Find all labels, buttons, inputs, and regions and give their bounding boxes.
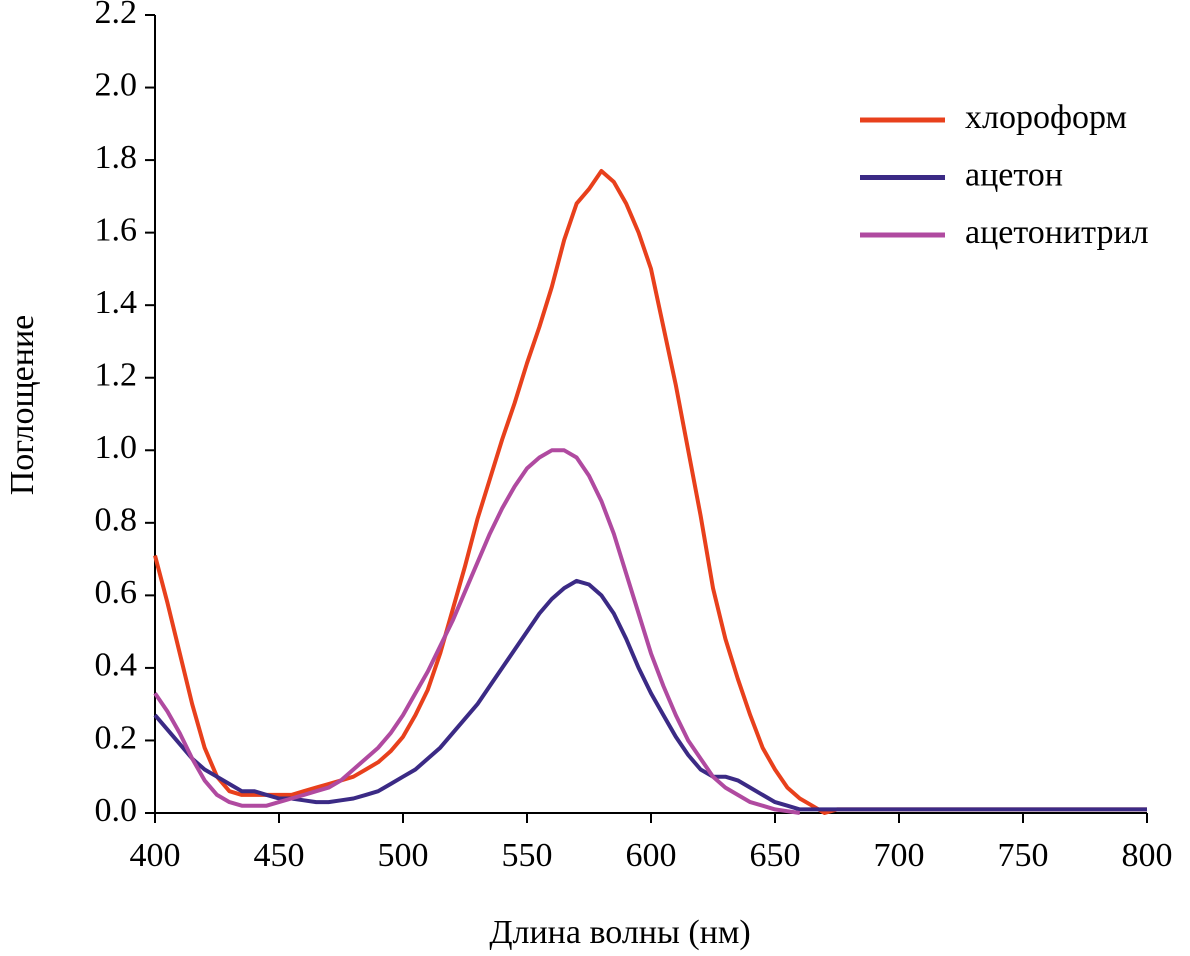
y-axis-title: Поглощение	[4, 315, 41, 496]
y-tick-label: 0.2	[95, 719, 138, 756]
x-axis-title: Длина волны (нм)	[489, 914, 750, 951]
x-tick-label: 700	[874, 837, 925, 874]
series-line	[153, 169, 1147, 815]
x-tick-label: 400	[130, 837, 181, 874]
series-line	[153, 578, 1147, 812]
y-tick-label: 2.2	[95, 0, 138, 31]
y-tick-label: 0.4	[95, 647, 138, 684]
series-line	[153, 448, 801, 815]
x-tick-label: 750	[998, 837, 1049, 874]
legend-label: ацетонитрил	[965, 214, 1149, 251]
y-tick-label: 0.6	[95, 574, 138, 611]
legend-label: хлороформ	[965, 99, 1127, 136]
y-tick-label: 2.0	[95, 66, 138, 103]
x-tick-label: 650	[750, 837, 801, 874]
y-tick-label: 1.8	[95, 139, 138, 176]
y-tick-label: 0.8	[95, 502, 138, 539]
x-tick-label: 600	[626, 837, 677, 874]
x-tick-label: 550	[502, 837, 553, 874]
y-tick-label: 1.6	[95, 211, 138, 248]
legend-label: ацетон	[965, 156, 1063, 193]
x-tick-label: 450	[254, 837, 305, 874]
y-tick-label: 1.4	[95, 284, 138, 321]
x-tick-label: 800	[1122, 837, 1173, 874]
y-tick-label: 1.0	[95, 429, 138, 466]
y-tick-label: 1.2	[95, 357, 138, 394]
y-tick-label: 0.0	[95, 792, 138, 829]
x-tick-label: 500	[378, 837, 429, 874]
